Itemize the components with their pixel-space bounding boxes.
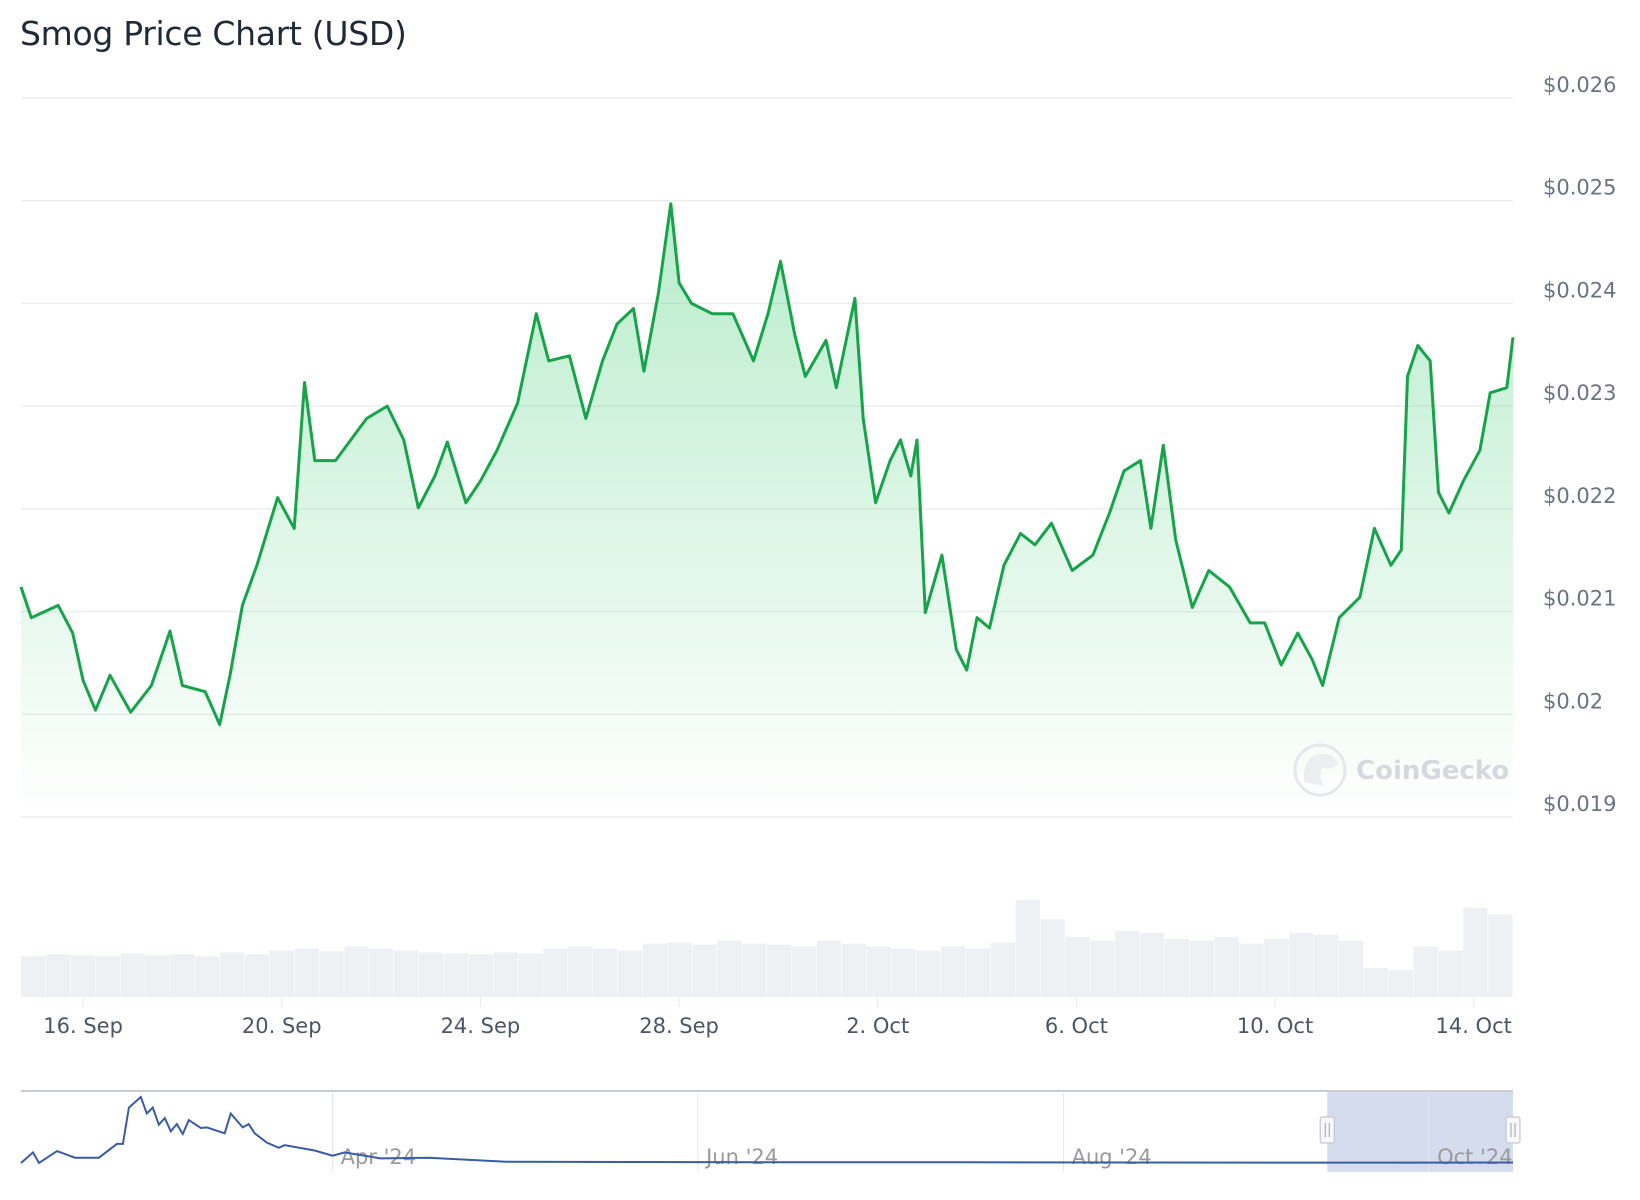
- navigator-left-handle[interactable]: [1319, 1116, 1335, 1144]
- volume-bar: [592, 948, 618, 997]
- volume-bar: [568, 946, 593, 997]
- volume-bar: [742, 943, 767, 997]
- navigator-tick-label: Aug '24: [1072, 1145, 1152, 1169]
- volume-bar: [493, 952, 518, 997]
- x-tick-label: 24. Sep: [441, 1014, 521, 1038]
- volume-bar: [965, 948, 991, 997]
- volume-bar: [1463, 907, 1488, 997]
- volume-bar: [543, 948, 568, 997]
- volume-bar: [667, 942, 692, 997]
- volume-bar: [816, 940, 842, 997]
- navigator[interactable]: Apr '24 Jun '24 Aug '24 Oct '24: [20, 1090, 1521, 1172]
- x-tick-label: 16. Sep: [43, 1014, 123, 1038]
- x-tick-label: 20. Sep: [242, 1014, 322, 1038]
- volume-bar: [1065, 936, 1090, 997]
- volume-bar: [195, 956, 220, 997]
- x-tick-label: 14. Oct: [1435, 1014, 1511, 1038]
- navigator-tick-label: Oct '24: [1437, 1145, 1512, 1169]
- y-tick-label: $0.019: [1543, 792, 1616, 816]
- volume-bar: [1314, 934, 1339, 997]
- y-tick-label: $0.026: [1543, 73, 1616, 97]
- volume-bar: [394, 950, 419, 997]
- svg-text:CoinGecko: CoinGecko: [1356, 756, 1509, 786]
- volume-bar: [1388, 969, 1414, 997]
- x-tick-label: 2. Oct: [846, 1014, 909, 1038]
- navigator-tick-label: Apr '24: [341, 1145, 417, 1169]
- volume-bar: [692, 944, 717, 997]
- navigator-selection: [1327, 1091, 1513, 1172]
- volume-bar: [45, 954, 71, 997]
- volume-bar: [95, 956, 120, 997]
- y-tick-label: $0.02: [1543, 689, 1603, 713]
- volume-bar: [518, 953, 543, 997]
- volume-bar: [717, 940, 742, 997]
- volume-bar: [1289, 932, 1314, 997]
- volume-bar: [21, 956, 46, 997]
- y-tick-label: $0.023: [1543, 381, 1616, 405]
- y-tick-label: $0.021: [1543, 587, 1616, 611]
- volume-bar: [319, 951, 344, 997]
- x-axis-labels: 16. Sep 20. Sep 24. Sep 28. Sep 2. Oct 6. Oct…: [43, 997, 1512, 1038]
- volume-bar: [1040, 919, 1065, 997]
- volume-bar: [1189, 940, 1215, 997]
- volume-bar: [990, 942, 1016, 997]
- x-tick-label: 6. Oct: [1045, 1014, 1108, 1038]
- volume-bar: [791, 946, 817, 997]
- y-tick-label: $0.022: [1543, 484, 1616, 508]
- volume-bar: [1363, 967, 1389, 997]
- volume-bar: [1090, 940, 1115, 997]
- volume-bar: [369, 948, 394, 997]
- volume-bar: [941, 946, 966, 997]
- volume-bar: [244, 954, 270, 997]
- navigator-line: [20, 1095, 1514, 1165]
- volume-bar: [1488, 914, 1513, 997]
- volume-bar: [767, 944, 792, 997]
- price-area: [21, 203, 1513, 818]
- volume-bar: [1239, 943, 1264, 997]
- volume-bar: [1438, 950, 1463, 997]
- volume-bar: [916, 950, 941, 997]
- volume-bar: [617, 950, 643, 997]
- volume-bar: [1413, 946, 1438, 997]
- y-tick-label: $0.025: [1543, 176, 1616, 200]
- volume-bar: [841, 943, 866, 997]
- volume-bar: [145, 955, 170, 997]
- navigator-tick-label: Jun '24: [704, 1145, 778, 1169]
- volume-bar: [120, 953, 145, 997]
- volume-bar: [1264, 938, 1289, 997]
- volume-bar: [418, 952, 444, 997]
- navigator-right-handle[interactable]: [1505, 1116, 1521, 1144]
- volume-bar: [1140, 932, 1165, 997]
- volume-bar: [891, 948, 916, 997]
- x-tick-label: 28. Sep: [639, 1014, 719, 1038]
- volume-bar: [170, 954, 195, 997]
- volume-bar: [344, 946, 369, 997]
- volume-bar: [1338, 940, 1364, 997]
- volume-bar: [219, 952, 245, 997]
- x-tick-label: 10. Oct: [1237, 1014, 1313, 1038]
- volume-bar: [269, 950, 295, 997]
- volume-bar: [70, 955, 96, 997]
- volume-bar: [294, 948, 319, 997]
- volume-bar: [866, 946, 891, 997]
- volume-bar: [1214, 936, 1239, 997]
- volume-bar: [1015, 900, 1041, 997]
- y-tick-label: $0.024: [1543, 278, 1616, 302]
- price-line: [19, 202, 1515, 727]
- volume-bars: [21, 900, 1513, 997]
- volume-bar: [468, 954, 493, 997]
- y-axis-labels: $0.026 $0.025 $0.024 $0.023 $0.022 $0.021 $0.0…: [1543, 73, 1616, 816]
- chart-title: Smog Price Chart (USD): [20, 14, 407, 53]
- volume-bar: [642, 943, 668, 997]
- volume-bar: [1115, 931, 1140, 997]
- volume-bar: [1164, 938, 1190, 997]
- volume-bar: [443, 953, 469, 997]
- coingecko-watermark: CoinGecko: [1293, 743, 1509, 797]
